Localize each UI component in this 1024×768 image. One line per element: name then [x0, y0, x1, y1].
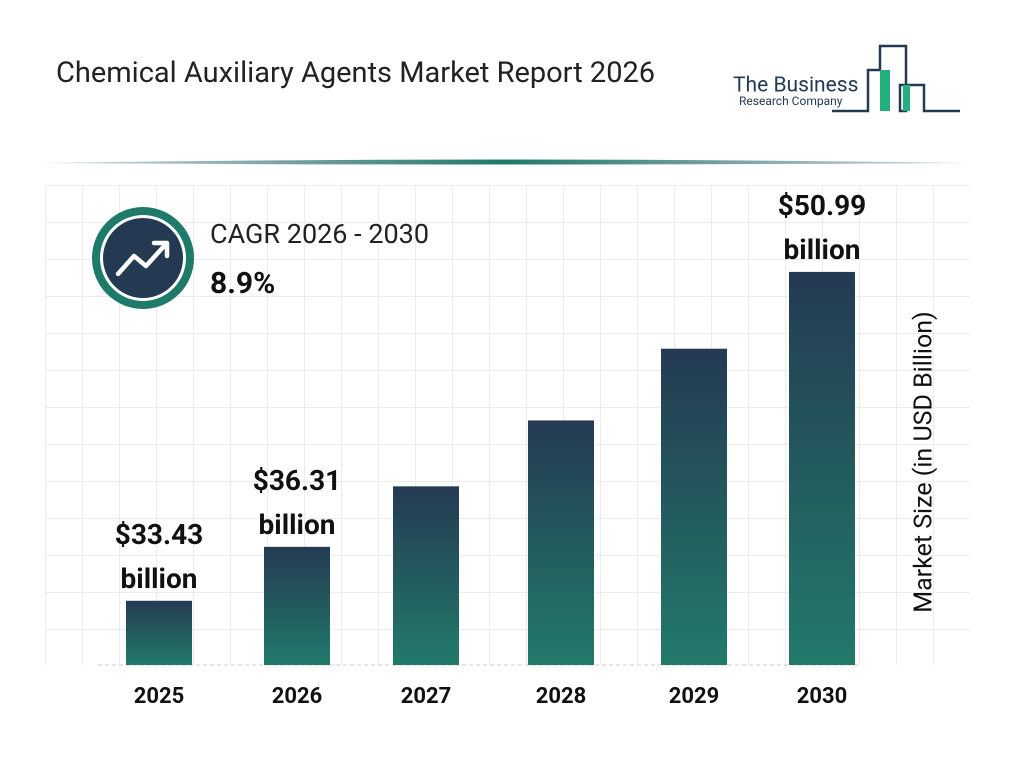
x-tick-label: 2029	[669, 684, 720, 709]
cagr-label: CAGR 2026 - 2030	[210, 218, 429, 250]
bar	[126, 600, 192, 665]
bar	[661, 348, 727, 665]
bar	[789, 271, 855, 665]
value-label: $33.43 billion	[115, 518, 203, 595]
cagr-icon	[103, 218, 183, 298]
chart-title: Chemical Auxiliary Agents Market Report …	[56, 56, 656, 90]
bar	[393, 486, 459, 665]
trend-arrow	[115, 240, 170, 277]
logo	[832, 44, 960, 113]
y-axis-label: Market Size (in USD Billion)	[910, 311, 939, 613]
x-tick-label: 2028	[536, 684, 587, 709]
cagr-value: 8.9%	[210, 266, 275, 301]
x-tick-label: 2025	[134, 684, 185, 709]
x-tick-label: 2027	[401, 684, 452, 709]
bar	[528, 420, 594, 665]
x-tick-label: 2030	[797, 684, 848, 709]
logo-subtext: Research Company	[739, 94, 843, 108]
logo-text: The Business	[733, 74, 858, 98]
value-label: $36.31 billion	[253, 464, 341, 541]
x-tick-label: 2026	[272, 684, 323, 709]
separator	[40, 159, 970, 165]
value-label: $50.99 billion	[778, 189, 866, 266]
bar	[264, 546, 330, 665]
